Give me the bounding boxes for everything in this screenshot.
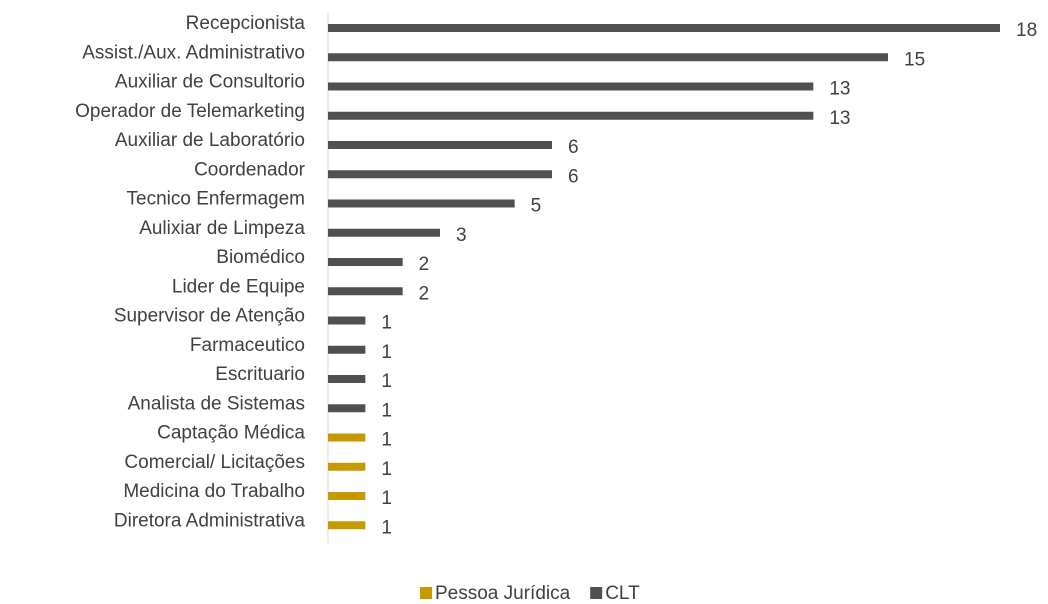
bar (328, 170, 552, 179)
category-label: Comercial/ Licitações (124, 452, 305, 473)
data-label: 1 (381, 430, 392, 451)
bar (328, 287, 403, 296)
data-label: 2 (419, 283, 430, 304)
bar (328, 111, 814, 120)
data-label: 13 (829, 79, 850, 100)
bar (328, 375, 366, 383)
category-label: Escrituario (215, 364, 305, 385)
category-label: Assist./Aux. Administrativo (82, 42, 305, 63)
data-label: 1 (381, 517, 392, 538)
bar (328, 53, 888, 62)
data-label: 13 (829, 108, 850, 129)
bar (328, 433, 366, 442)
bar (328, 258, 403, 266)
category-label: Operador de Telemarketing (75, 101, 305, 122)
data-label: 1 (381, 371, 392, 392)
bar (328, 316, 366, 325)
data-label: 15 (904, 49, 925, 70)
data-label: 1 (381, 313, 392, 334)
bar (328, 228, 440, 237)
bar (328, 199, 515, 208)
category-label: Tecnico Enfermagem (127, 189, 305, 210)
legend-label: CLT (605, 583, 640, 604)
data-label: 18 (1016, 20, 1037, 41)
category-label: Captação Médica (157, 423, 305, 444)
category-label: Farmaceutico (190, 335, 305, 356)
data-label: 6 (568, 166, 579, 187)
bar (328, 462, 366, 471)
bar (328, 141, 552, 149)
legend-swatch (420, 587, 432, 599)
category-label: Lider de Equipe (172, 276, 305, 297)
bar (328, 82, 814, 91)
bar (328, 521, 366, 530)
bar (328, 345, 366, 354)
category-label: Analista de Sistemas (128, 393, 305, 414)
category-label: Diretora Administrativa (114, 510, 306, 531)
legend-label: Pessoa Jurídica (435, 583, 571, 604)
data-label: 6 (568, 137, 579, 158)
category-label: Medicina do Trabalho (123, 481, 305, 502)
category-label: Supervisor de Atenção (114, 306, 305, 327)
data-label: 2 (419, 254, 430, 275)
category-label: Recepcionista (186, 13, 306, 34)
category-label: Auxiliar de Laboratório (115, 130, 305, 151)
legend-swatch (590, 587, 603, 599)
data-label: 5 (531, 196, 542, 217)
category-label: Coordenador (194, 159, 306, 180)
data-label: 1 (381, 488, 392, 509)
bar (328, 24, 1000, 32)
bar (328, 492, 366, 500)
category-label: Auxiliar de Consultorio (115, 72, 305, 93)
data-label: 1 (381, 400, 392, 421)
category-label: Aulixiar de Limpeza (139, 218, 305, 239)
bar (328, 404, 366, 413)
category-label: Biomédico (216, 247, 305, 268)
data-label: 1 (381, 459, 392, 480)
data-label: 1 (381, 342, 392, 363)
data-label: 3 (456, 225, 467, 246)
